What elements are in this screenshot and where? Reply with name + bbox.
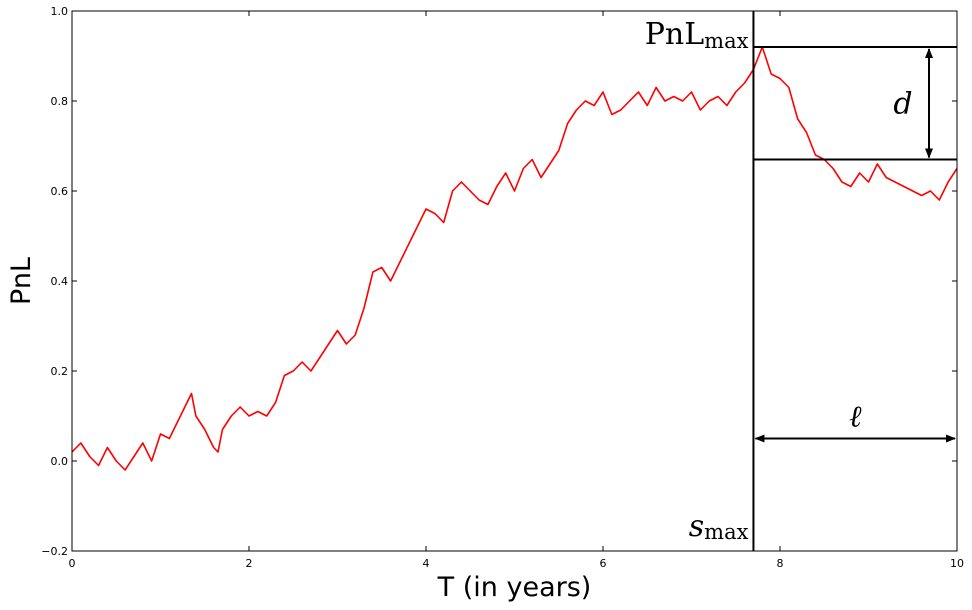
y-tick-label: 0.8 (51, 95, 69, 108)
plot-frame (71, 10, 958, 552)
axis-ticks (71, 10, 958, 552)
s-max-label: smax (689, 509, 749, 544)
x-tick-label: 6 (600, 557, 607, 570)
x-tick-label: 0 (69, 557, 76, 570)
x-tick-label: 2 (246, 557, 253, 570)
x-tick-label: 4 (423, 557, 430, 570)
x-tick-label: 10 (950, 557, 964, 570)
pnl-max-label: PnLmax (645, 17, 749, 53)
duration-label: ℓ (849, 400, 862, 435)
y-tick-label: 0.4 (51, 275, 69, 288)
tick-labels: 0 2 4 6 8 10 −0.2 0.0 0.2 0.4 0.6 0.8 1.0 (41, 5, 964, 570)
y-tick-label: 1.0 (51, 5, 69, 18)
y-tick-label: −0.2 (41, 545, 68, 558)
annotations-layer: d ℓ PnLmax smax (645, 11, 957, 551)
x-tick-label: 8 (777, 557, 784, 570)
y-tick-label: 0.2 (51, 365, 69, 378)
series-layer (72, 46, 957, 471)
y-tick-label: 0.0 (51, 455, 69, 468)
y-axis-label: PnL (6, 257, 37, 305)
drawdown-label: d (893, 86, 912, 121)
pnl-series-line (72, 46, 957, 471)
x-axis-label: T (in years) (437, 572, 592, 603)
y-tick-label: 0.6 (51, 185, 69, 198)
